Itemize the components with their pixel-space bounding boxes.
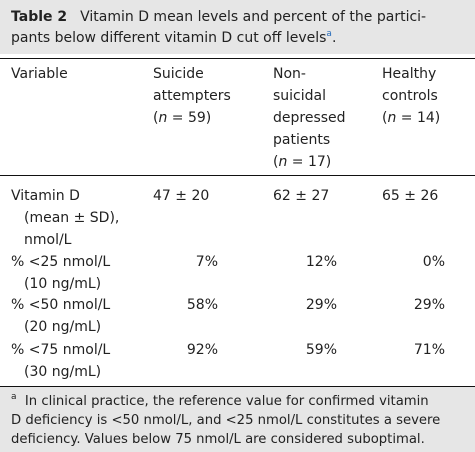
- rule-top: [0, 58, 475, 59]
- row-50-nonsuicidal: 29%: [305, 297, 337, 313]
- row-50-healthy: 29%: [413, 297, 445, 313]
- header-suicide-n-text: (n = 59): [153, 110, 212, 126]
- row-75-nonsuicidal: 59%: [305, 342, 337, 358]
- row-vitd-nonsuicidal: 62 ± 27: [273, 188, 330, 204]
- row-50-suicide: 58%: [186, 297, 218, 313]
- header-suicide-line-2: attempters: [153, 88, 231, 104]
- header-nonsuicidal-n: (n = 17): [273, 154, 332, 170]
- row-75-healthy: 71%: [413, 342, 445, 358]
- header-variable: Variable: [11, 66, 68, 82]
- header-nonsuicidal-line-3: depressed: [273, 110, 346, 126]
- footnote-line-3: deficiency. Values below 75 nmol/L are c…: [11, 432, 425, 447]
- row-25-label: % <25 nmol/L (10 ng/mL): [11, 251, 110, 295]
- header-nonsuicidal-line-2: suicidal: [273, 88, 326, 104]
- footnote-marker: a: [11, 392, 17, 402]
- header-suicide-n: (n = 59): [153, 107, 231, 129]
- row-vitd-label-1: Vitamin D: [11, 188, 80, 204]
- rule-header: [0, 175, 475, 176]
- caption-title-2: pants below different vitamin D cut off …: [11, 30, 327, 46]
- row-25-label-2: (10 ng/mL): [24, 276, 102, 292]
- table-label: Table 2: [11, 9, 68, 25]
- footnote-line-1: a In clinical practice, the reference va…: [11, 392, 429, 412]
- row-vitd-label: Vitamin D (mean ± SD), nmol/L: [11, 185, 119, 251]
- rule-bottom: [0, 386, 475, 387]
- footnote-line-2: D deficiency is <50 nmol/L, and <25 nmol…: [11, 413, 441, 428]
- header-nonsuicidal: Non- suicidal depressed patients (n = 17…: [273, 63, 346, 173]
- caption-line-2: pants below different vitamin D cut off …: [11, 29, 337, 47]
- footnote-text-1: In clinical practice, the reference valu…: [24, 394, 429, 409]
- row-25-nonsuicidal: 12%: [305, 254, 337, 270]
- row-75-label: % <75 nmol/L (30 ng/mL): [11, 339, 110, 383]
- caption-title-1: Vitamin D mean levels and percent of the…: [80, 9, 427, 25]
- row-50-label-2: (20 ng/mL): [24, 319, 102, 335]
- row-75-label-1: % <75 nmol/L: [11, 342, 111, 358]
- header-suicide-line-1: Suicide: [153, 66, 204, 82]
- row-75-label-2: (30 ng/mL): [24, 364, 102, 380]
- row-vitd-suicide: 47 ± 20: [153, 188, 210, 204]
- row-25-label-1: % <25 nmol/L: [11, 254, 111, 270]
- row-50-label-1: % <50 nmol/L: [11, 297, 111, 313]
- row-50-label: % <50 nmol/L (20 ng/mL): [11, 294, 110, 338]
- row-vitd-label-2: (mean ± SD),: [24, 210, 120, 226]
- row-vitd-healthy: 65 ± 26: [382, 188, 439, 204]
- caption-footnote-marker: a: [326, 29, 332, 39]
- header-nonsuicidal-line-1: Non-: [273, 66, 306, 82]
- header-nonsuicidal-line-4: patients: [273, 132, 331, 148]
- caption-line-1: Table 2 Vitamin D mean levels and percent…: [11, 8, 426, 26]
- header-healthy-line-2: controls: [382, 88, 438, 104]
- row-25-healthy: 0%: [422, 254, 445, 270]
- table-footnote: a In clinical practice, the reference va…: [0, 387, 475, 452]
- header-healthy: Healthy controls (n = 14): [382, 63, 440, 129]
- row-25-suicide: 7%: [195, 254, 218, 270]
- row-75-suicide: 92%: [186, 342, 218, 358]
- header-suicide: Suicide attempters (n = 59): [153, 63, 231, 129]
- table-caption: Table 2 Vitamin D mean levels and percent…: [0, 0, 475, 54]
- header-healthy-line-1: Healthy: [382, 66, 437, 82]
- row-vitd-label-3: nmol/L: [24, 232, 72, 248]
- header-healthy-n: (n = 14): [382, 110, 441, 126]
